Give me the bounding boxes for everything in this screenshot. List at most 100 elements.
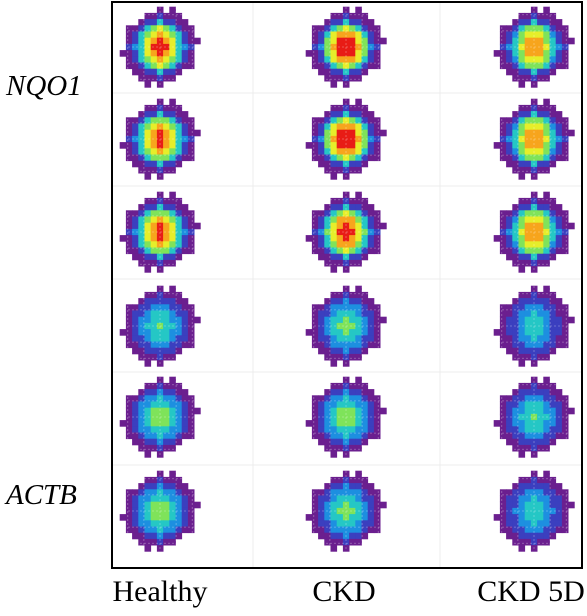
spot-pixel: [349, 148, 356, 155]
spot-pixel: [549, 68, 557, 76]
spot-pixel: [330, 304, 338, 311]
spot-pixel: [555, 401, 563, 409]
spot-pixel: [518, 135, 526, 143]
spot-pixel: [380, 37, 387, 45]
spot-pixel: [132, 532, 139, 540]
spot-pixel: [524, 322, 532, 330]
spot-pixel: [549, 25, 557, 32]
spot-pixel: [187, 117, 195, 124]
spot-pixel: [499, 413, 507, 421]
spot-pixel: [175, 222, 183, 230]
spot-pixel: [336, 401, 344, 409]
spot-pixel: [181, 154, 189, 162]
spot-r2-c1: [119, 98, 201, 180]
spot-pixel: [555, 304, 563, 311]
spot-pixel: [349, 228, 356, 236]
spot-pixel: [150, 329, 158, 336]
spot-pixel: [373, 123, 381, 131]
spot-pixel: [150, 413, 158, 421]
spot-pixel: [506, 507, 513, 515]
spot-pixel: [367, 329, 375, 336]
spot-pixel: [336, 247, 344, 255]
spot-pixel: [355, 148, 362, 155]
spot-pixel: [518, 241, 526, 248]
spot-pixel: [524, 210, 532, 217]
spot-pixel: [324, 507, 331, 515]
spot-pixel: [138, 148, 145, 155]
spot-pixel: [543, 62, 550, 70]
spot-pixel: [150, 432, 158, 440]
spot-pixel: [150, 166, 158, 174]
spot-pixel: [336, 310, 344, 318]
spot-pixel: [342, 507, 350, 515]
spot-pixel: [324, 123, 331, 131]
spot-pixel: [549, 407, 557, 415]
spot-pixel: [156, 25, 164, 32]
spot-pixel: [187, 420, 195, 427]
spot-pixel: [361, 329, 369, 336]
spot-pixel: [324, 322, 331, 330]
spot-pixel: [342, 538, 350, 546]
spot-pixel: [342, 501, 350, 509]
spot-pixel: [144, 507, 152, 515]
spot-pixel: [518, 166, 526, 174]
spot-pixel: [342, 253, 350, 261]
spot-pixel: [125, 341, 133, 349]
spot-pixel: [324, 259, 331, 267]
spot-pixel: [144, 204, 152, 211]
spot-pixel: [156, 228, 164, 236]
spot-pixel: [125, 56, 133, 63]
spot-pixel: [311, 210, 319, 217]
spot-pixel: [311, 526, 319, 534]
spot-pixel: [156, 395, 164, 402]
spot-pixel: [355, 444, 362, 452]
spot-pixel: [175, 291, 183, 299]
spot-pixel: [169, 538, 176, 546]
spot-pixel: [373, 222, 381, 230]
spot-pixel: [555, 341, 563, 349]
spot-pixel: [349, 241, 356, 248]
spot-pixel: [524, 514, 532, 521]
spot-pixel: [367, 135, 375, 143]
spot-pixel: [506, 154, 513, 162]
spot-pixel: [555, 395, 563, 402]
spot-pixel: [138, 389, 145, 396]
spot-pixel: [163, 228, 170, 236]
spot-pixel: [530, 285, 538, 293]
spot-pixel: [367, 389, 375, 396]
spot-pixel: [367, 395, 375, 402]
spot-pixel: [543, 304, 550, 311]
spot-pixel: [543, 31, 550, 39]
spot-pixel: [156, 501, 164, 509]
spot-pixel: [169, 222, 176, 230]
spot-pixel: [349, 532, 356, 540]
spot-pixel: [175, 235, 183, 242]
spot-pixel: [138, 259, 145, 267]
spot-pixel: [549, 432, 557, 440]
spot-pixel: [549, 247, 557, 255]
spot-pixel: [330, 483, 338, 490]
spot-pixel: [349, 253, 356, 261]
spot-pixel: [549, 56, 557, 63]
spot-pixel: [518, 43, 526, 51]
spot-pixel: [119, 514, 127, 521]
spot-pixel: [355, 117, 362, 124]
spot-pixel: [524, 432, 532, 440]
spot-pixel: [555, 228, 563, 236]
spot-pixel: [181, 322, 189, 330]
spot-pixel: [150, 347, 158, 355]
spot-pixel: [373, 247, 381, 255]
spot-pixel: [150, 235, 158, 242]
spot-r5-c1: [119, 376, 201, 458]
spot-pixel: [156, 135, 164, 143]
spot-pixel: [181, 335, 189, 342]
spot-pixel: [518, 520, 526, 527]
spot-pixel: [524, 526, 532, 534]
spot-pixel: [367, 483, 375, 490]
spot-pixel: [512, 154, 519, 162]
spot-pixel: [373, 432, 381, 440]
spot-pixel: [499, 316, 507, 324]
spot-pixel: [156, 382, 164, 390]
spot-pixel: [169, 341, 176, 349]
spot-pixel: [324, 501, 331, 509]
